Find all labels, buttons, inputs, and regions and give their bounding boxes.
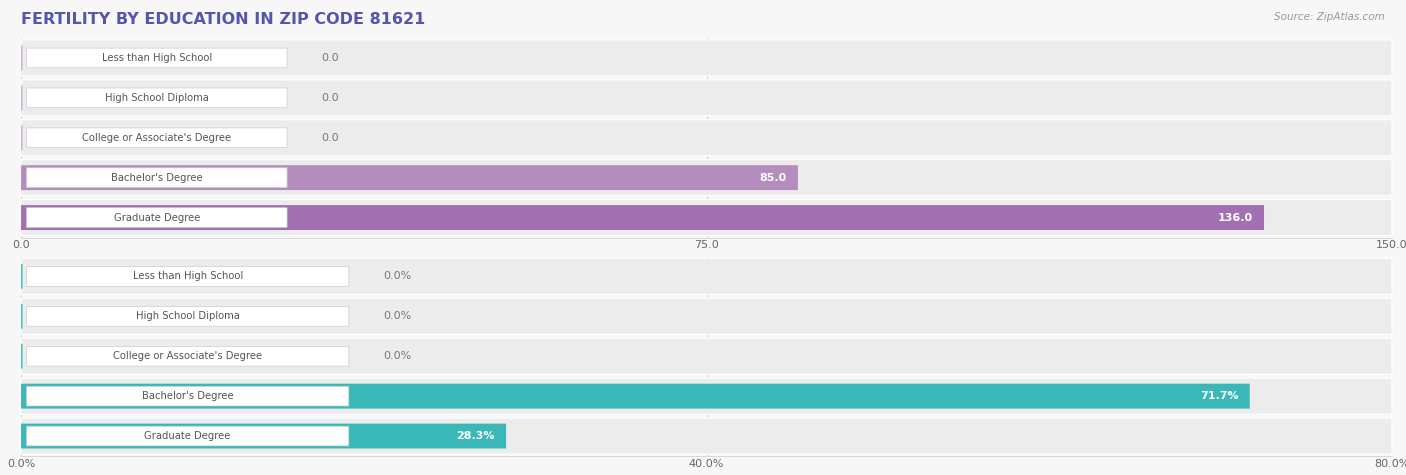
Text: 0.0: 0.0 <box>322 133 339 143</box>
Text: College or Associate's Degree: College or Associate's Degree <box>82 133 232 143</box>
Text: Bachelor's Degree: Bachelor's Degree <box>111 172 202 183</box>
FancyBboxPatch shape <box>21 80 1392 116</box>
Text: Source: ZipAtlas.com: Source: ZipAtlas.com <box>1274 12 1385 22</box>
Text: 0.0%: 0.0% <box>382 351 411 361</box>
Text: 0.0: 0.0 <box>322 53 339 63</box>
FancyBboxPatch shape <box>27 48 287 68</box>
Text: Less than High School: Less than High School <box>101 53 212 63</box>
Text: 0.0: 0.0 <box>322 93 339 103</box>
FancyBboxPatch shape <box>21 160 1392 196</box>
Text: High School Diploma: High School Diploma <box>136 311 239 322</box>
FancyBboxPatch shape <box>21 418 1392 454</box>
FancyBboxPatch shape <box>27 426 349 446</box>
FancyBboxPatch shape <box>27 208 287 228</box>
FancyBboxPatch shape <box>27 346 349 366</box>
FancyBboxPatch shape <box>21 165 799 190</box>
FancyBboxPatch shape <box>21 120 1392 156</box>
FancyBboxPatch shape <box>27 88 287 108</box>
FancyBboxPatch shape <box>27 386 349 406</box>
Text: 136.0: 136.0 <box>1218 212 1253 223</box>
FancyBboxPatch shape <box>21 378 1392 414</box>
FancyBboxPatch shape <box>27 128 287 148</box>
FancyBboxPatch shape <box>21 424 506 448</box>
Text: 0.0%: 0.0% <box>382 271 411 282</box>
Text: High School Diploma: High School Diploma <box>105 93 208 103</box>
FancyBboxPatch shape <box>21 205 1264 230</box>
Text: Bachelor's Degree: Bachelor's Degree <box>142 391 233 401</box>
FancyBboxPatch shape <box>21 258 1392 294</box>
FancyBboxPatch shape <box>27 266 349 286</box>
FancyBboxPatch shape <box>21 200 1392 236</box>
FancyBboxPatch shape <box>27 306 349 326</box>
Text: 85.0: 85.0 <box>759 172 787 183</box>
FancyBboxPatch shape <box>27 168 287 188</box>
Text: 28.3%: 28.3% <box>457 431 495 441</box>
Text: College or Associate's Degree: College or Associate's Degree <box>112 351 262 361</box>
FancyBboxPatch shape <box>21 40 1392 76</box>
Text: 71.7%: 71.7% <box>1201 391 1239 401</box>
FancyBboxPatch shape <box>21 298 1392 334</box>
Text: Graduate Degree: Graduate Degree <box>114 212 200 223</box>
FancyBboxPatch shape <box>21 384 1250 408</box>
Text: 0.0%: 0.0% <box>382 311 411 322</box>
Text: FERTILITY BY EDUCATION IN ZIP CODE 81621: FERTILITY BY EDUCATION IN ZIP CODE 81621 <box>21 12 426 27</box>
FancyBboxPatch shape <box>21 338 1392 374</box>
Text: Less than High School: Less than High School <box>132 271 243 282</box>
Text: Graduate Degree: Graduate Degree <box>145 431 231 441</box>
